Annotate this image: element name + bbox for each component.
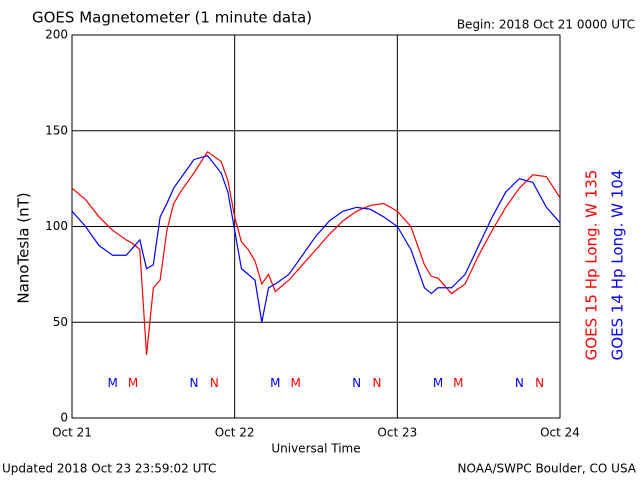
x-tick-label: Oct 22 (215, 426, 255, 440)
annotation: M (128, 376, 138, 390)
y-axis-label: NanoTesla (nT) (15, 192, 33, 303)
annotation: N (373, 376, 382, 390)
annotation: N (352, 376, 361, 390)
annotation: N (190, 376, 199, 390)
legend-entry: GOES 14 Hp Long. W 104 (609, 170, 627, 361)
annotation: M (290, 376, 300, 390)
annotation: M (433, 376, 443, 390)
chart-title: GOES Magnetometer (1 minute data) (32, 9, 312, 27)
chart-subtitle: Begin: 2018 Oct 21 0000 UTC (457, 18, 635, 32)
annotation: N (515, 376, 524, 390)
y-tick-label: 150 (45, 123, 68, 137)
legend-entry: GOES 15 Hp Long. W 135 (583, 170, 601, 361)
x-tick-label: Oct 24 (540, 426, 580, 440)
x-tick-label: Oct 21 (52, 426, 92, 440)
y-tick-label: 200 (45, 28, 68, 42)
annotation: N (535, 376, 544, 390)
footer: NOAA/SWPC Boulder, CO USA (458, 462, 637, 476)
x-axis-label: Universal Time (271, 442, 360, 456)
data-line (71, 154, 561, 323)
y-tick-label: 100 (45, 219, 68, 233)
annotation: N (210, 376, 219, 390)
annotation: M (453, 376, 463, 390)
data-line (71, 150, 561, 355)
x-tick-label: Oct 23 (377, 426, 417, 440)
footer: Updated 2018 Oct 23 23:59:02 UTC (2, 462, 216, 476)
annotation: M (270, 376, 280, 390)
annotation: M (107, 376, 117, 390)
y-tick-label: 50 (53, 315, 68, 329)
y-tick-label: 0 (60, 411, 68, 425)
